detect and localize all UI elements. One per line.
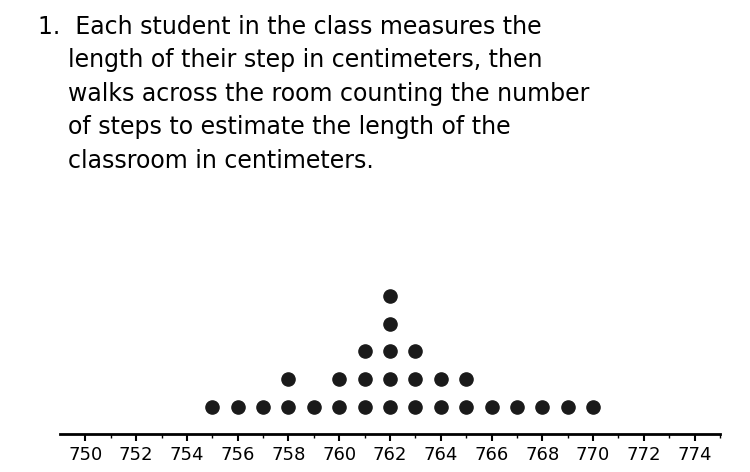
Point [410,403,422,411]
Point [536,403,548,411]
Point [384,375,396,383]
Point [410,375,422,383]
Point [460,375,472,383]
Point [435,403,447,411]
Point [587,403,599,411]
Point [460,403,472,411]
Point [308,403,320,411]
Text: 1.  Each student in the class measures the
    length of their step in centimete: 1. Each student in the class measures th… [38,15,589,173]
Point [384,320,396,328]
Point [206,403,218,411]
Point [257,403,269,411]
Point [384,348,396,355]
Point [358,348,370,355]
Point [384,293,396,300]
Point [358,375,370,383]
Point [435,375,447,383]
Point [485,403,497,411]
Point [511,403,523,411]
Point [384,403,396,411]
Point [283,375,295,383]
Point [232,403,244,411]
Point [333,403,345,411]
Point [358,403,370,411]
Point [562,403,574,411]
Point [410,348,422,355]
Point [333,375,345,383]
Point [283,403,295,411]
